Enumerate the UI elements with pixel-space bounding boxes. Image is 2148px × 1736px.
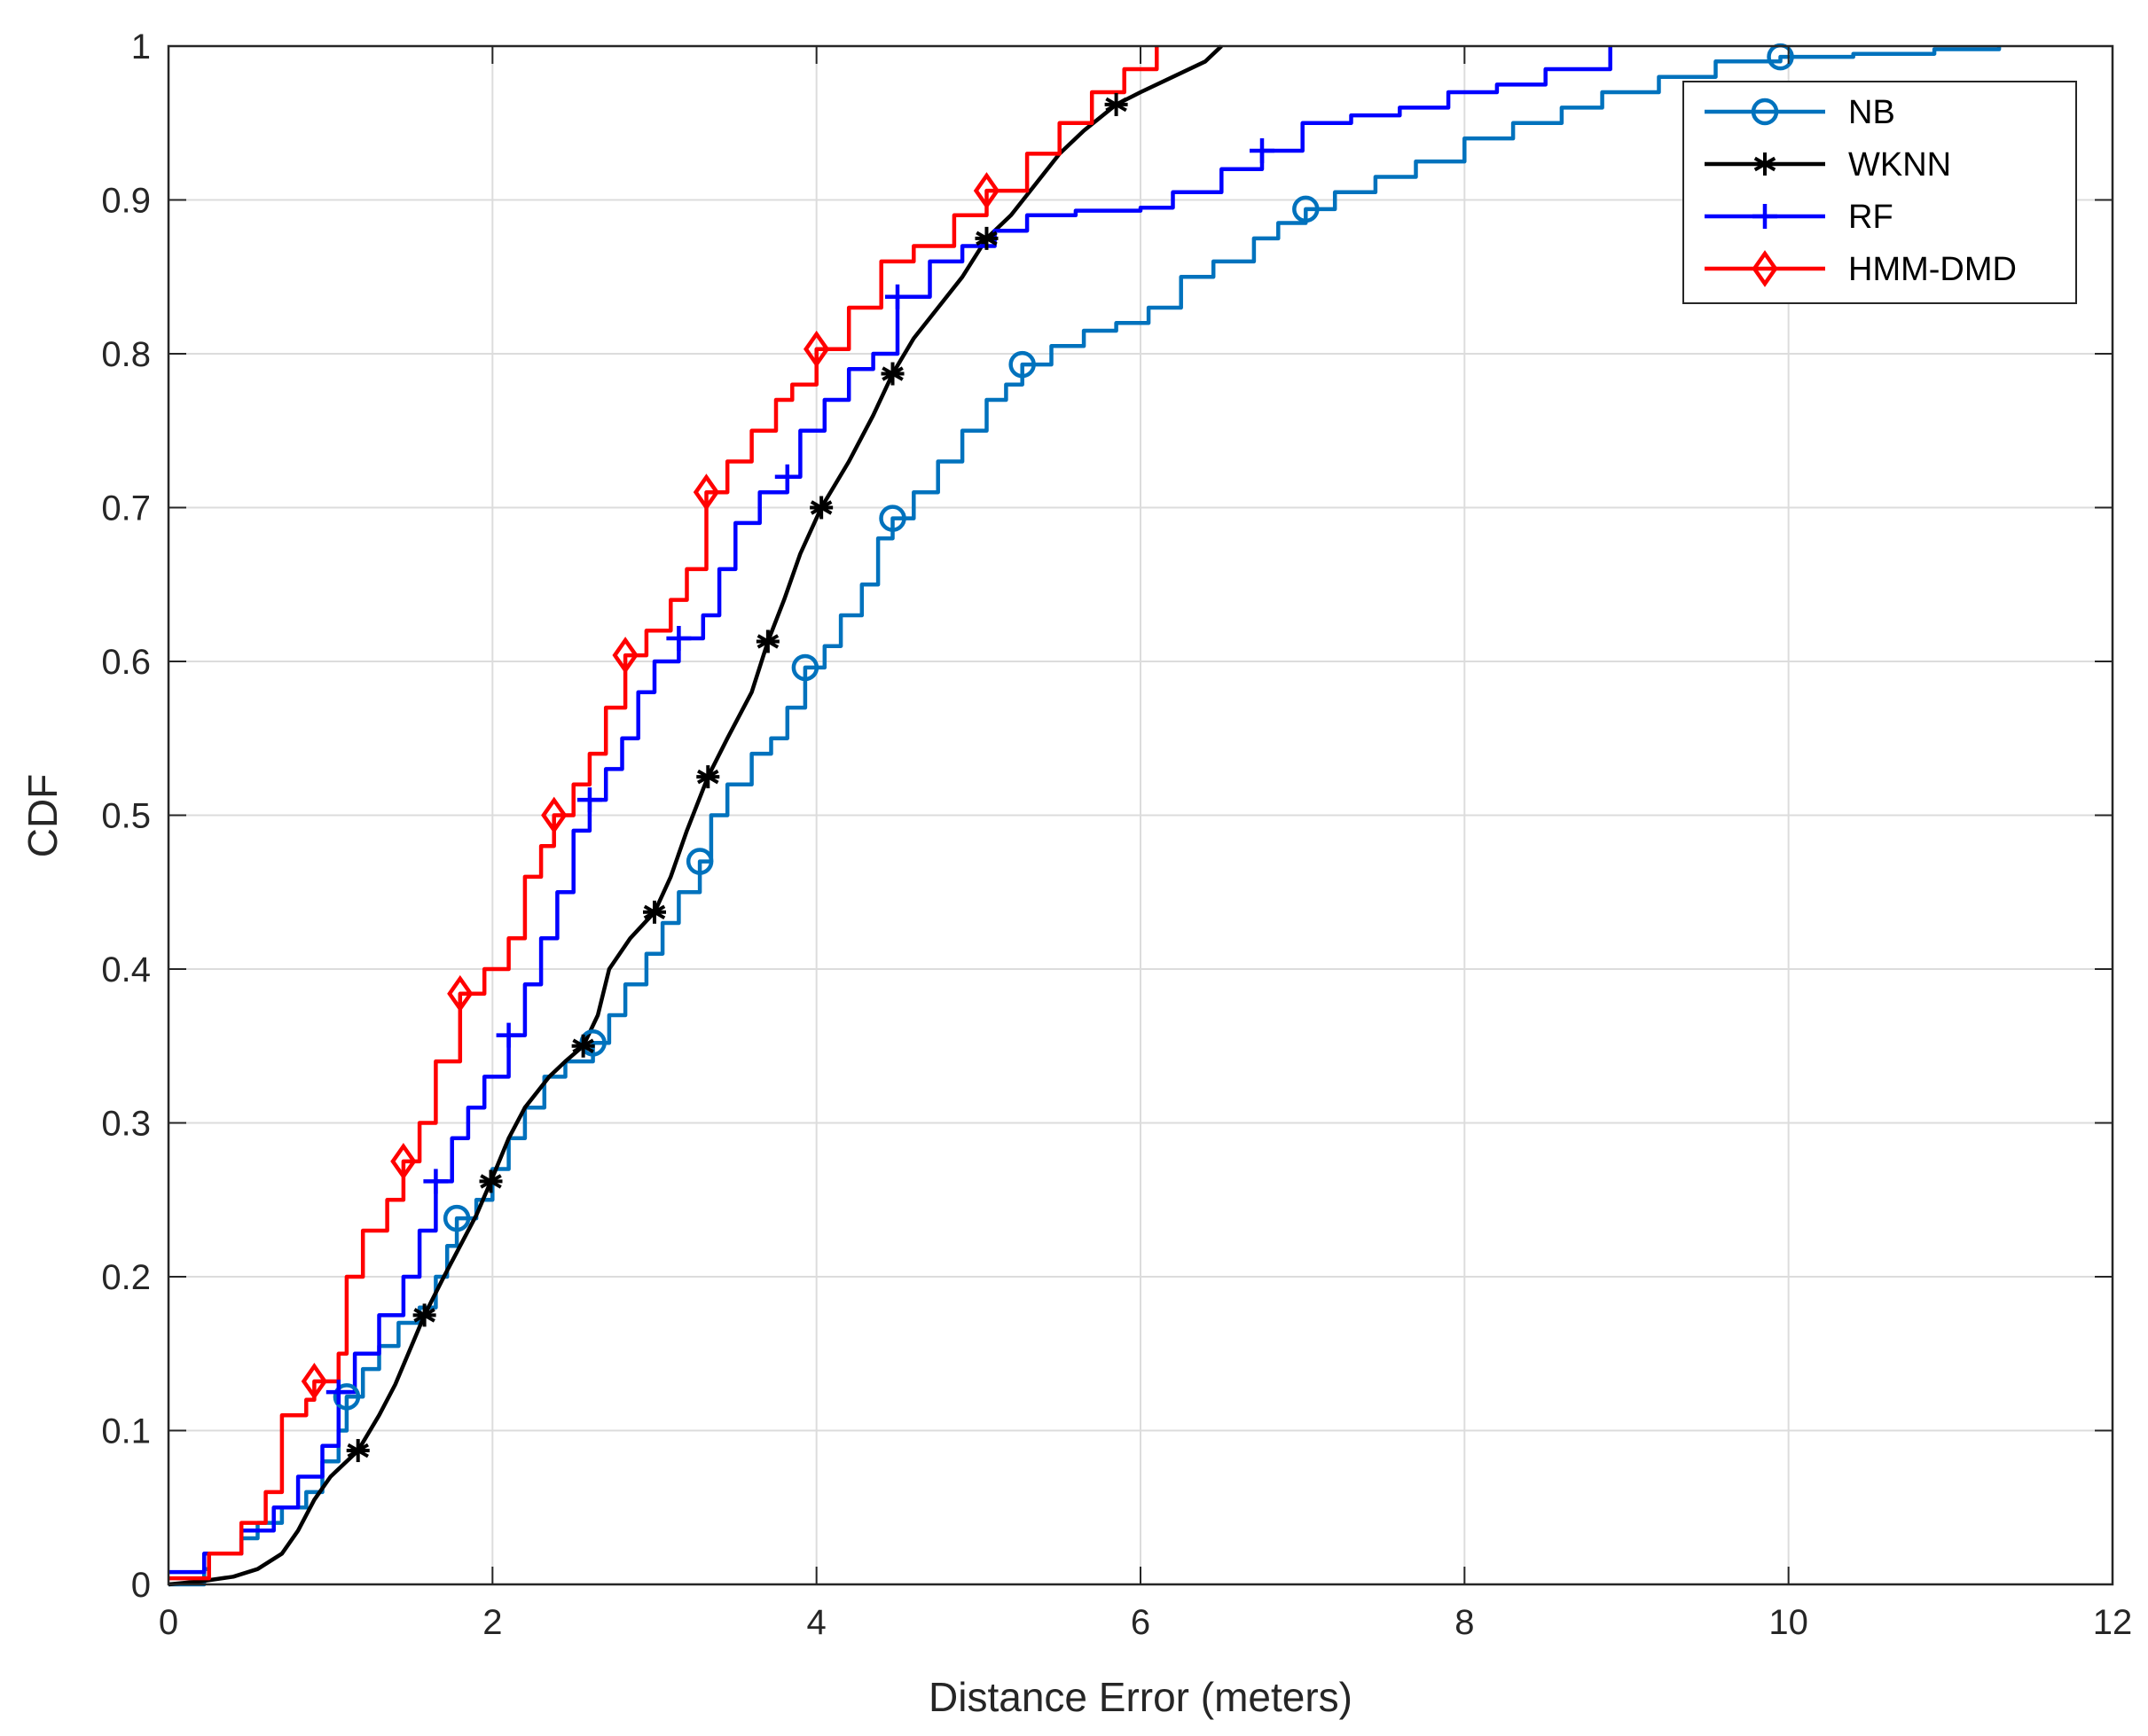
x-axis-title: Distance Error (meters) [929,1674,1352,1720]
marker-rf [885,284,910,309]
series-line-hmm-dmd [169,46,1159,1581]
marker-hmm-dmd [693,473,720,512]
circle-marker-shape [1008,350,1036,379]
circle-marker-shape [1751,98,1779,126]
marker-wknn [881,362,905,386]
legend-marker [1752,204,1777,229]
marker-rf [1250,137,1274,163]
diamond-marker-shape [804,330,830,368]
circle-marker-shape [443,1204,471,1232]
y-tick-label: 0.7 [101,489,151,528]
y-tick-label: 0.4 [101,950,151,989]
marker-hmm-dmd [804,330,830,368]
x-tick-label: 6 [1131,1603,1150,1642]
diamond-marker-shape [1752,250,1778,287]
y-tick-label: 0.6 [101,643,151,682]
legend-box [1682,81,2077,304]
marker-rf [774,464,800,489]
marker-hmm-dmd [612,637,639,674]
legend-label: NB [1848,94,1895,131]
marker-wknn [479,1169,503,1193]
y-tick-labels: 0 0.1 0.2 0.3 0.4 0.5 0.6 0.7 0.8 0.9 1 [101,27,151,1605]
series-line-rf [169,46,1612,1575]
marker-rf [576,787,602,813]
marker-hmm-dmd [541,796,568,834]
series-layer [168,44,2002,1587]
marker-wknn [810,496,834,520]
marker-nb [333,1383,361,1411]
series-line-nb [169,46,2002,1587]
legend-item-rf: RF [1705,199,1893,236]
x-tick-label: 2 [482,1603,502,1642]
marker-hmm-dmd [390,1142,417,1180]
marker-rf [496,1022,521,1048]
legend: NB WKNN RF HMM-DMD [1682,81,2077,304]
legend-item-wknn: WKNN [1705,146,1951,184]
legend-label: HMM-DMD [1848,251,2017,288]
y-tick-label: 1 [131,27,151,66]
y-tick-label: 0.5 [101,797,151,836]
marker-nb [686,848,714,875]
diamond-marker-shape [390,1142,417,1180]
marker-nb [879,504,906,532]
diamond-marker-shape [693,473,720,512]
legend-marker [1753,152,1776,176]
y-tick-label: 0.9 [101,182,151,221]
y-tick-label: 0.2 [101,1258,151,1297]
circle-marker-shape [333,1383,361,1411]
legend-item-nb: NB [1705,94,1895,131]
legend-item-hmm-dmd: HMM-DMD [1705,250,2017,288]
marker-wknn [975,226,999,250]
marker-hmm-dmd [301,1363,328,1400]
legend-items: NB WKNN RF HMM-DMD [1705,94,2017,288]
marker-nb [1292,195,1320,223]
x-tick-label: 0 [159,1603,178,1642]
legend-marker [1751,98,1779,126]
legend-label: WKNN [1848,146,1951,184]
x-tick-label: 8 [1454,1603,1474,1642]
diamond-marker-shape [612,637,639,674]
marker-wknn [412,1303,436,1327]
circle-marker-shape [791,653,819,682]
marker-rf [666,625,692,651]
circle-marker-shape [686,848,714,875]
diamond-marker-shape [541,796,568,834]
diamond-marker-shape [447,974,474,1013]
x-tick-label: 10 [1768,1603,1808,1642]
marker-hmm-dmd [447,974,474,1013]
y-tick-label: 0.8 [101,335,151,374]
marker-wknn [571,1034,595,1058]
legend-marker [1752,250,1778,287]
diamond-marker-shape [301,1363,328,1400]
x-tick-labels: 0 2 4 6 8 10 12 [159,1603,2132,1642]
legend-label: RF [1848,199,1893,236]
marker-nb [443,1204,471,1232]
marker-layer [301,43,1794,1463]
marker-nb [1008,350,1036,379]
y-tick-label: 0.3 [101,1105,151,1144]
marker-wknn [756,629,780,653]
circle-marker-shape [879,504,906,532]
marker-rf [325,1380,351,1405]
marker-rf [423,1169,449,1194]
marker-wknn [346,1439,370,1463]
y-tick-label: 0.1 [101,1412,151,1451]
y-axis-title: CDF [20,774,66,858]
marker-wknn [696,765,720,789]
marker-hmm-dmd [973,172,1000,210]
x-tick-label: 12 [2093,1603,2133,1642]
diamond-marker-shape [973,172,1000,210]
y-tick-label: 0 [131,1566,151,1605]
marker-nb [791,653,819,682]
x-tick-label: 4 [807,1603,827,1642]
series-line-wknn [168,44,1223,1587]
ticks [168,45,2113,1585]
circle-marker-shape [1292,195,1320,223]
marker-wknn [1104,92,1128,116]
marker-wknn [643,900,666,924]
